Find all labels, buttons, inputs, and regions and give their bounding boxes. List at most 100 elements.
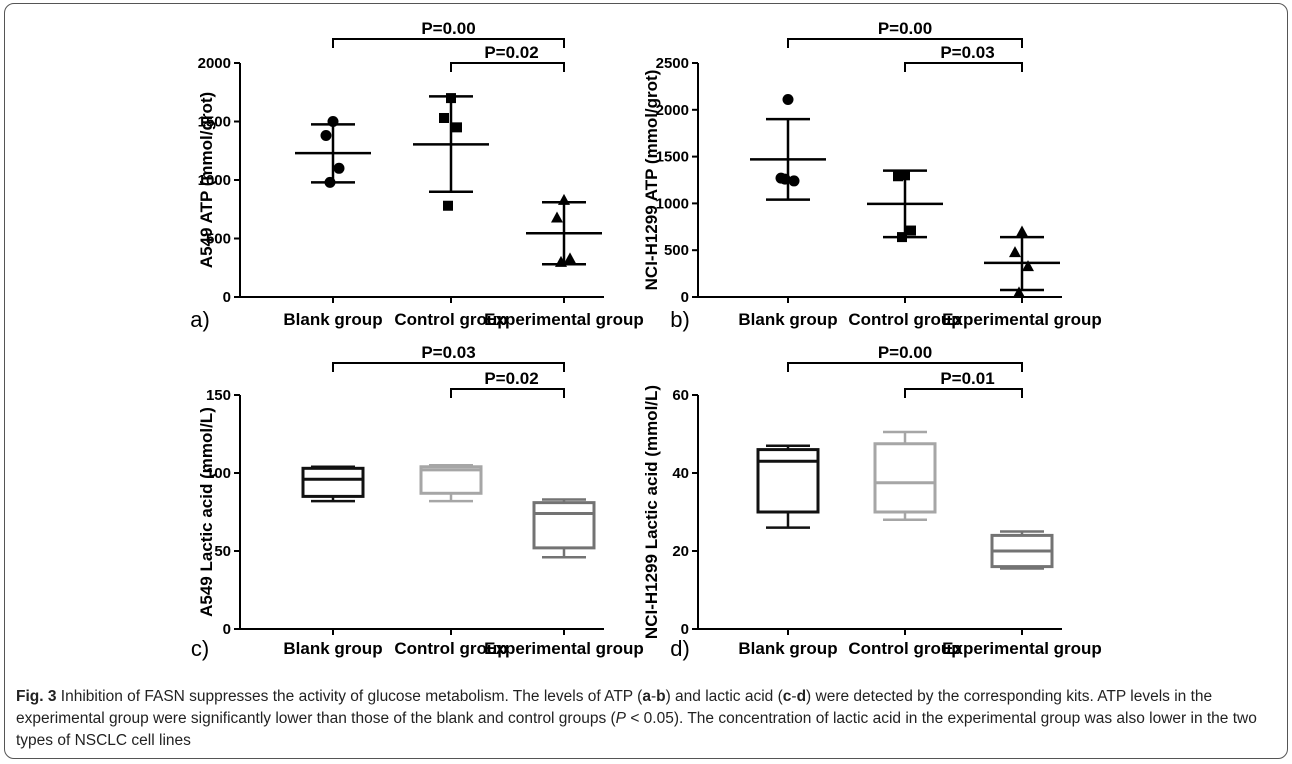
y-tick-label: 0: [681, 621, 689, 638]
y-tick-label: 0: [223, 621, 231, 638]
caption-segment: b: [656, 688, 666, 705]
box: [301, 466, 365, 498]
x-category-label: Experimental group: [484, 310, 644, 329]
panel-label: b): [670, 307, 690, 332]
x-category-label: Control group: [394, 310, 507, 329]
data-point-circle: [324, 176, 336, 188]
y-axis-title: NCI-H1299 ATP (mmol/grot): [642, 70, 661, 291]
y-tick-label: 0: [223, 289, 231, 306]
y-tick-label: 50: [214, 543, 231, 560]
p-value-label: P=0.02: [484, 369, 538, 388]
significance-bracket: [450, 388, 565, 398]
significance-bracket: [904, 62, 1023, 72]
significance-bracket: [787, 38, 1023, 48]
caption-segment: -: [650, 688, 657, 705]
y-tick-label: 100: [206, 465, 231, 482]
panel-label: a): [190, 307, 210, 332]
data-point-circle: [327, 116, 339, 127]
significance-bracket: [904, 388, 1023, 398]
caption-segment: ) and lactic acid (: [665, 688, 783, 705]
figure-caption: Fig. 3 Inhibition of FASN suppresses the…: [16, 686, 1278, 752]
caption-segment: ) were detected by the corresponding kit…: [16, 688, 1213, 727]
y-tick-label: 500: [664, 242, 689, 259]
figure-frame: [4, 3, 1288, 759]
data-point-square: [893, 171, 903, 182]
data-point-circle: [333, 162, 345, 174]
panel-label: d): [670, 636, 690, 661]
caption-segment: Inhibition of FASN suppresses the activi…: [56, 688, 643, 705]
data-point-circle: [788, 175, 800, 187]
p-value-label: P=0.03: [421, 343, 475, 362]
y-tick-label: 2000: [198, 55, 231, 72]
p-value-label: P=0.00: [421, 19, 475, 38]
y-tick-label: 40: [672, 465, 689, 482]
box: [873, 442, 937, 514]
data-point-triangle: [555, 255, 567, 267]
significance-bracket: [332, 362, 565, 372]
y-axis-title: A549 ATP (mmol/grot): [197, 92, 216, 268]
y-tick-label: 2500: [656, 55, 689, 72]
data-point-triangle: [1016, 225, 1028, 237]
data-point-square: [906, 225, 916, 236]
box: [756, 448, 820, 514]
caption-label: Fig. 3: [16, 688, 57, 705]
x-category-label: Control group: [848, 639, 961, 658]
chart-panel-1: 0 500 1000 1500 2000 Blank group Control group…: [190, 19, 644, 332]
y-tick-label: 1500: [656, 149, 689, 166]
x-category-label: Blank group: [738, 639, 837, 658]
caption-segment: P: [615, 710, 627, 727]
p-value-label: P=0.00: [878, 19, 932, 38]
p-value-label: P=0.02: [484, 43, 538, 62]
data-point-square: [897, 232, 907, 243]
x-category-label: Blank group: [738, 310, 837, 329]
data-point-square: [439, 112, 449, 123]
y-axis-title: A549 Lactic acid (mmol/L): [197, 407, 216, 617]
y-tick-label: 60: [672, 387, 689, 404]
box: [419, 465, 483, 495]
data-point-square: [446, 93, 456, 104]
y-tick-label: 1000: [198, 172, 231, 189]
x-category-label: Control group: [394, 639, 507, 658]
chart-panel-4: 0 20 40 60 Blank group Control groupExperimen…: [642, 343, 1102, 661]
panel-label: c): [191, 636, 209, 661]
data-point-triangle: [558, 193, 570, 205]
x-category-label: Control group: [848, 310, 961, 329]
caption-segment: c: [782, 688, 792, 705]
x-category-label: Experimental group: [484, 639, 644, 658]
y-axis-title: NCI-H1299 Lactic acid (mmol/L): [642, 385, 661, 639]
data-point-circle: [782, 94, 794, 106]
data-point-circle: [779, 173, 791, 185]
data-point-square: [443, 200, 453, 211]
y-tick-label: 500: [206, 231, 231, 248]
data-point-triangle: [551, 211, 563, 223]
x-category-label: Blank group: [283, 639, 382, 658]
significance-bracket: [450, 62, 565, 72]
data-point-circle: [320, 130, 332, 142]
data-point-triangle: [1022, 260, 1034, 272]
caption-body: Inhibition of FASN suppresses the activi…: [16, 688, 1257, 749]
caption-segment: < 0.05). The concentration of lactic aci…: [16, 710, 1257, 749]
y-tick-label: 2000: [656, 102, 689, 119]
chart-panel-3: 0 50 100 150 Blank group Control groupExperim…: [191, 343, 644, 661]
x-category-label: Blank group: [283, 310, 382, 329]
caption-segment: -: [791, 688, 797, 705]
p-value-label: P=0.00: [878, 343, 932, 362]
p-value-label: P=0.03: [940, 43, 994, 62]
y-tick-label: 0: [681, 289, 689, 306]
caption-segment: d: [796, 688, 807, 705]
data-point-triangle: [1009, 246, 1021, 258]
y-tick-label: 1000: [656, 195, 689, 212]
data-point-triangle: [564, 252, 576, 264]
y-tick-label: 20: [672, 543, 689, 560]
data-point-square: [900, 170, 910, 181]
box: [532, 501, 596, 550]
data-point-square: [452, 122, 462, 133]
p-value-label: P=0.01: [940, 369, 994, 388]
y-tick-label: 150: [206, 387, 231, 404]
data-point-triangle: [1013, 286, 1025, 298]
x-category-label: Experimental group: [942, 639, 1102, 658]
chart-panel-2: 0 500 1000 1500 2000 2500 Blank group Control g…: [642, 19, 1102, 332]
y-tick-label: 1500: [198, 114, 231, 131]
significance-bracket: [787, 362, 1023, 372]
